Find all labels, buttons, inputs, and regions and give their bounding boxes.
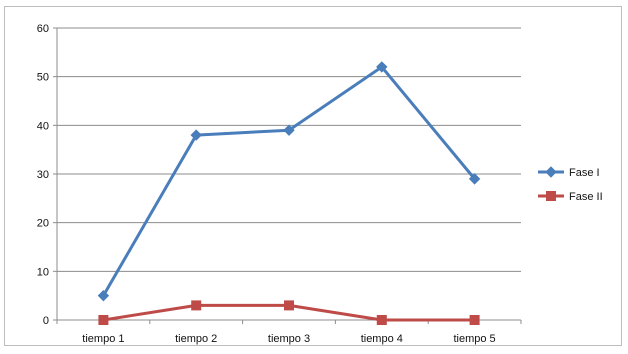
tick-labels: 0 10 20 30 40 50 60 tiempo 1 tiempo 2 tiempo 3 tie… [37,23,496,345]
y-tick-label: 20 [37,218,49,230]
x-tick-label: tiempo 4 [361,333,403,345]
data-point-fase-ii-2 [191,300,202,311]
axes [53,27,522,324]
legend: Fase I Fase II [538,166,603,203]
data-point-fase-i-4 [376,61,388,73]
grid-lines [57,27,521,272]
y-tick-label: 30 [37,169,49,181]
legend-marker [545,166,557,178]
chart-frame: 0 10 20 30 40 50 60 tiempo 1 tiempo 2 tiempo 3 tie… [4,6,622,346]
data-point-fase-i-1 [97,289,110,302]
series-layer [97,61,481,325]
line-chart: 0 10 20 30 40 50 60 tiempo 1 tiempo 2 tiempo 3 tie… [37,23,603,345]
data-point-fase-i-2 [190,129,202,141]
y-tick-label: 40 [37,120,49,132]
y-tick-label: 50 [37,72,49,84]
data-point-fase-ii-5 [469,315,480,325]
x-tick-label: tiempo 5 [453,333,495,345]
data-point-fase-ii-3 [284,300,294,311]
y-tick-label: 60 [37,23,49,35]
data-point-fase-i-3 [283,124,295,136]
series-line-fase-i [102,65,476,297]
data-point-fase-ii-4 [376,315,387,325]
data-point-fase-ii-1 [98,315,109,325]
legend-marker [546,191,556,201]
x-tick-label: tiempo 1 [82,333,124,345]
x-tick-label: tiempo 2 [175,333,217,345]
y-tick-label: 10 [37,266,49,278]
legend-label: Fase II [569,191,603,203]
legend-label: Fase I [569,167,600,179]
x-tick-label: tiempo 3 [268,333,310,345]
y-tick-label: 0 [43,315,49,327]
data-point-fase-i-5 [468,173,481,185]
